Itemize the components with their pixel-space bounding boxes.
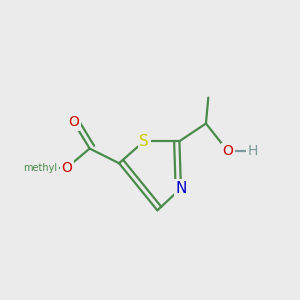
Text: O: O <box>61 161 72 175</box>
Text: methyl: methyl <box>23 163 58 173</box>
Text: S: S <box>139 134 149 149</box>
Text: O: O <box>68 115 79 129</box>
Text: N: N <box>175 181 187 196</box>
Text: O: O <box>223 145 233 158</box>
Text: H: H <box>247 145 258 158</box>
